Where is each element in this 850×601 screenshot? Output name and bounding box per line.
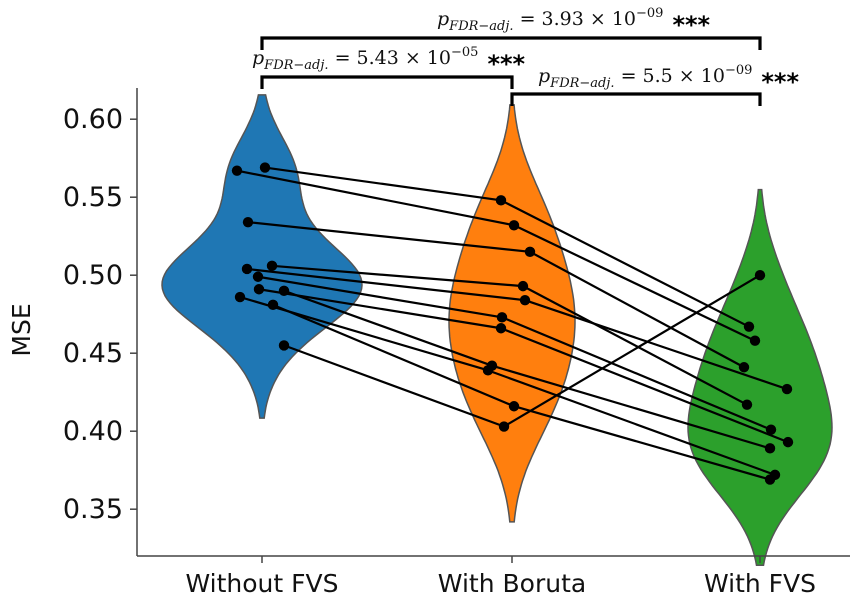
- data-point: [765, 424, 777, 435]
- data-point: [519, 294, 531, 306]
- data-point: [241, 263, 253, 275]
- paired-lines: [236, 166, 789, 481]
- data-point: [231, 165, 243, 176]
- violin-without-fvs: [161, 94, 363, 419]
- data-point: [781, 383, 793, 395]
- data-points: [231, 162, 794, 485]
- data-point: [278, 285, 290, 296]
- data-point: [495, 195, 507, 206]
- pair-line: [513, 405, 771, 481]
- pair-line: [283, 344, 505, 428]
- pair-line: [236, 169, 515, 227]
- p-value-label: pFDR−adj. = 5.5 × 10−09 ***: [538, 63, 799, 96]
- pair-line: [522, 285, 748, 406]
- x-tick-label: Without FVS: [185, 569, 338, 598]
- data-point: [508, 401, 520, 412]
- y-tick-label: 0.60: [63, 104, 123, 135]
- data-point: [508, 220, 520, 231]
- significance-bracket: [260, 75, 514, 89]
- data-point: [252, 271, 264, 282]
- y-axis-label: MSE: [7, 303, 36, 356]
- violin-with-boruta: [448, 104, 576, 523]
- y-tick-label: 0.50: [63, 260, 123, 291]
- pair-line: [246, 267, 526, 302]
- pair-line: [513, 224, 756, 342]
- pair-line: [487, 369, 776, 476]
- data-point: [754, 270, 766, 281]
- data-point: [234, 291, 246, 303]
- data-point: [242, 216, 254, 228]
- data-point: [738, 362, 750, 373]
- pair-line: [503, 274, 761, 428]
- data-point: [259, 162, 271, 173]
- pair-line: [501, 316, 772, 431]
- data-point: [253, 284, 265, 295]
- data-point: [764, 443, 776, 454]
- data-point: [495, 323, 507, 334]
- p-value-label: pFDR−adj. = 3.93 × 10−09 ***: [437, 6, 711, 39]
- pair-line: [524, 299, 788, 391]
- pair-line: [500, 327, 789, 444]
- data-point: [482, 365, 494, 376]
- significance-stars: ***: [672, 11, 710, 39]
- violin-with-fvs: [687, 188, 833, 566]
- pair-line: [529, 250, 745, 369]
- pair-line: [257, 275, 503, 319]
- data-point: [524, 246, 536, 257]
- significance-bracket: [510, 92, 762, 106]
- y-tick-label: 0.35: [63, 494, 123, 525]
- data-point: [267, 299, 279, 311]
- data-point: [278, 340, 290, 351]
- pair-line: [247, 221, 531, 253]
- significance-annotations: pFDR−adj. = 5.43 × 10−05 *** pFDR−adj. = 5…: [252, 6, 799, 106]
- data-point: [266, 260, 278, 272]
- significance-stars: ***: [761, 68, 799, 96]
- x-tick-label: With Boruta: [438, 569, 586, 598]
- p-value-label: pFDR−adj. = 5.43 × 10−05 ***: [252, 45, 526, 78]
- data-point: [782, 436, 794, 448]
- pair-line: [264, 166, 502, 202]
- significance-stars: ***: [487, 50, 525, 78]
- x-tick-label: With FVS: [704, 569, 816, 598]
- data-point: [764, 474, 776, 485]
- data-point: [743, 321, 755, 332]
- y-tick-label: 0.55: [63, 182, 123, 213]
- data-point: [498, 421, 510, 432]
- pair-line: [491, 364, 771, 450]
- data-point: [496, 312, 508, 323]
- significance-bracket: [260, 36, 762, 50]
- pair-line: [271, 264, 524, 288]
- data-point: [741, 399, 753, 410]
- y-tick-label: 0.45: [63, 338, 123, 369]
- data-point: [517, 280, 529, 292]
- pair-line: [272, 303, 515, 408]
- y-tick-label: 0.40: [63, 416, 123, 447]
- pair-line: [283, 289, 493, 367]
- axes: 0.35 0.40 0.45 0.50 0.55 0.60 Without FVS With …: [7, 88, 850, 598]
- data-point: [749, 335, 761, 346]
